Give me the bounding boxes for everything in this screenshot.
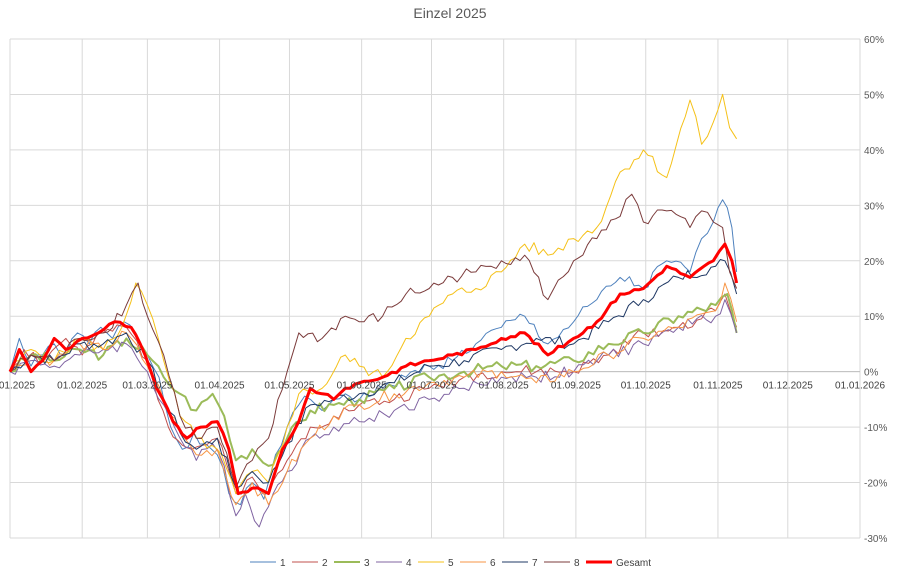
legend-label: Gesamt: [616, 558, 651, 569]
x-tick-label: 01.04.2025: [195, 381, 245, 392]
series-line-gesamt: [8, 242, 739, 496]
series-line-3: [9, 293, 738, 467]
y-tick-label: -20%: [864, 479, 887, 490]
y-tick-label: 30%: [864, 201, 884, 212]
x-tick-label: 01.08.2025: [479, 381, 529, 392]
series-line-7: [9, 259, 738, 489]
y-tick-label: 0%: [864, 368, 879, 379]
y-tick-label: 40%: [864, 146, 884, 157]
legend-label: 6: [490, 558, 496, 569]
legend-label: 3: [364, 558, 370, 569]
chart-title: Einzel 2025: [413, 5, 486, 21]
y-tick-label: -30%: [864, 534, 887, 545]
x-tick-label: 01.02.2025: [57, 381, 107, 392]
legend-label: 1: [280, 558, 286, 569]
x-tick-label: 01.05.2025: [264, 381, 314, 392]
x-tick-label: 01.07.2025: [406, 381, 456, 392]
y-tick-label: 50%: [864, 90, 884, 101]
x-tick-label: 01.06.2025: [337, 381, 387, 392]
legend-label: 2: [322, 558, 328, 569]
x-tick-label: 01.03.2025: [122, 381, 172, 392]
x-tick-label: 01.11.2025: [693, 381, 743, 392]
grid: [9, 38, 861, 539]
legend-label: 5: [448, 558, 454, 569]
x-tick-label: 01.01.2026: [835, 381, 885, 392]
x-tick-label: 01.09.2025: [551, 381, 601, 392]
x-tick-label: 01.10.2025: [621, 381, 671, 392]
y-tick-label: -10%: [864, 423, 887, 434]
legend-label: 8: [574, 558, 580, 569]
y-tick-label: 20%: [864, 257, 884, 268]
legend-label: 4: [406, 558, 412, 569]
legend-label: 7: [532, 558, 538, 569]
y-tick-label: 60%: [864, 35, 884, 46]
y-axis-ticks: 60% 50% 40% 30% 20% 10% 0% -10% -20% -30%: [864, 35, 887, 545]
y-tick-label: 10%: [864, 312, 884, 323]
x-tick-label: 01.12.2025: [763, 381, 813, 392]
series-line-6: [9, 282, 738, 506]
series-line-8: [9, 193, 738, 489]
series-line-4: [9, 299, 738, 528]
series-line-5: [9, 93, 738, 495]
x-axis-ticks: 01.01.2025 01.02.2025 01.03.2025 01.04.2025…: [0, 381, 885, 392]
legend: 1 2 3 4 5 6 7 8 Gesamt: [250, 558, 651, 569]
x-tick-label: 01.01.2025: [0, 381, 35, 392]
series-lines: [8, 93, 739, 528]
